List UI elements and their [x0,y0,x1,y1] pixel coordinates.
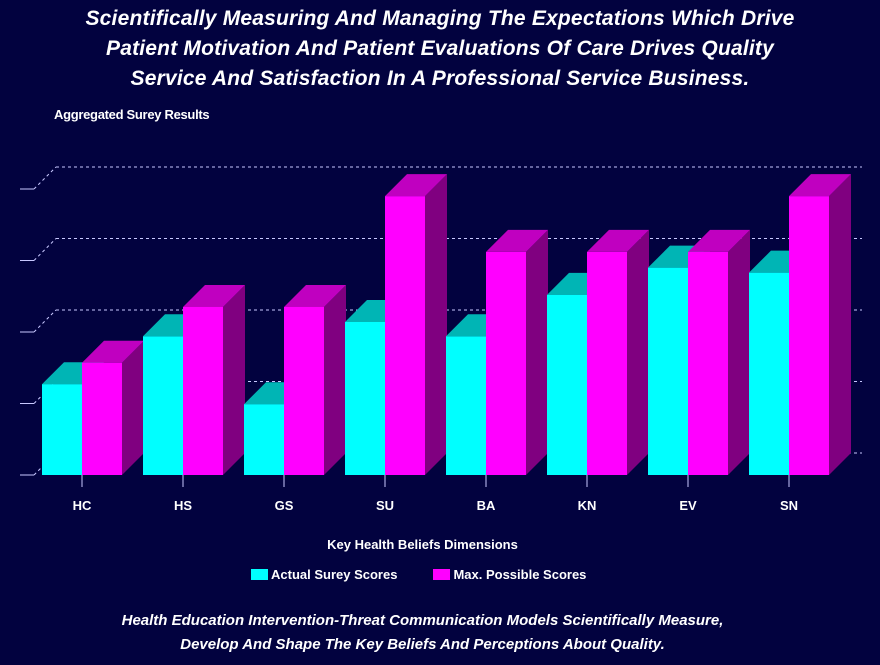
legend-label-max: Max. Possible Scores [453,567,587,582]
bar-front [749,272,789,475]
gridline-depth [33,309,57,333]
footer-line: Develop And Shape The Key Beliefs And Pe… [180,636,665,653]
bar-front [183,306,223,475]
bar-su-max [385,174,447,475]
bar-side [627,229,649,475]
gridline-depth [33,166,57,190]
bar-front [42,384,82,475]
bar-top [82,340,144,363]
title-line: Scientifically Measuring And Managing Th… [85,7,795,30]
legend-item-actual: Actual Surey Scores [251,567,397,582]
bar-side [728,229,750,475]
bar-kn-max [587,229,649,475]
x-tick-label: GS [275,498,294,513]
bar-front [789,196,829,475]
title-line: Service And Satisfaction In A Profession… [130,67,750,90]
legend-item-max: Max. Possible Scores [433,567,586,582]
bar-top [688,229,750,252]
bar-front [587,251,627,475]
bar-front [547,294,587,475]
bar-side [425,174,447,475]
bar-top [486,229,548,252]
x-tick-label: BA [477,498,496,513]
bar-side [223,284,245,475]
bar-hs-max [183,284,245,475]
bar-front [446,336,486,475]
bar-side [829,174,851,475]
legend-swatch-max [433,569,451,580]
bar-ba-max [486,229,548,475]
bar-side [122,340,144,475]
x-axis-ticks [81,475,790,487]
legend-swatch-actual [251,569,268,580]
bar-front [486,251,526,475]
x-tick-label: SN [780,498,798,513]
chart-subtitle: Aggregated Surey Results [54,107,210,122]
bar-front [385,196,425,475]
bar-top [789,174,851,197]
bar-ev-max [688,229,750,475]
legend: Actual Surey Scores Max. Possible Scores [251,567,622,582]
gridline-depth [33,238,57,261]
bar-sn-max [789,174,851,475]
bar-front [244,404,284,475]
x-axis-title: Key Health Beliefs Dimensions [327,537,518,552]
bar-top [183,284,245,307]
bar-side [324,284,346,475]
bar-side [526,229,548,475]
legend-label-actual: Actual Surey Scores [271,567,398,582]
x-tick-label: SU [376,498,394,513]
footer-line: Health Education Intervention-Threat Com… [121,612,724,629]
x-tick-label: EV [679,498,697,513]
x-tick-label: HS [174,498,192,513]
chart-title: Scientifically Measuring And Managing Th… [0,4,880,94]
bar-top [284,284,346,307]
bar-hc-max [82,340,144,475]
bar-front [648,267,688,475]
bar-front [284,306,324,475]
bar-front [688,251,728,475]
x-tick-label: KN [578,498,597,513]
bar-front [143,336,183,475]
bars [42,174,851,475]
x-tick-label: HC [73,498,92,513]
x-axis-labels: HC HS GS SU BA KN EV SN [73,498,798,513]
bar-top [587,229,649,252]
bar-front [345,321,385,475]
title-line: Patient Motivation And Patient Evaluatio… [105,37,775,60]
footer-caption: Health Education Intervention-Threat Com… [0,609,845,657]
bar-gs-max [284,284,346,475]
bar-front [82,362,122,475]
bar-top [385,174,447,197]
